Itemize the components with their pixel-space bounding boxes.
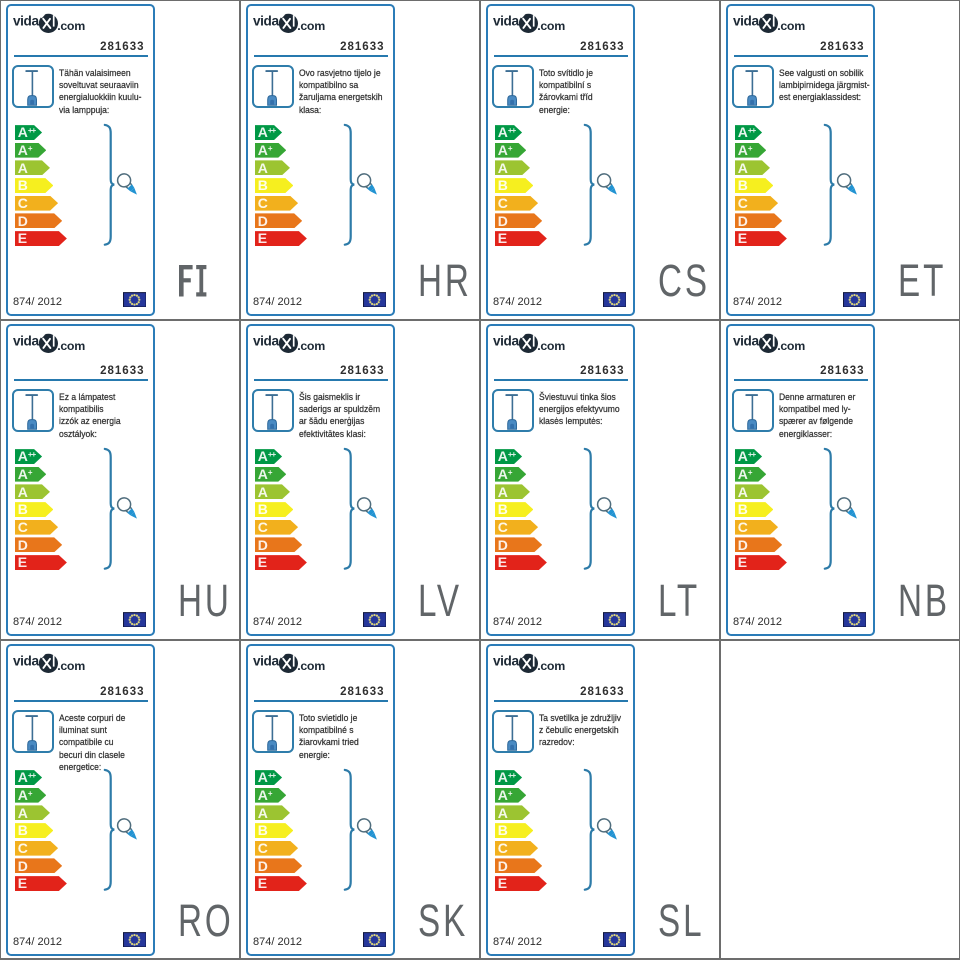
svg-text:.com: .com bbox=[537, 338, 565, 352]
svg-text:vida: vida bbox=[493, 653, 519, 668]
svg-text:.com: .com bbox=[57, 338, 85, 352]
svg-text:vida: vida bbox=[253, 333, 279, 348]
svg-text:.com: .com bbox=[57, 18, 85, 32]
svg-text:.com: .com bbox=[297, 338, 325, 352]
svg-text:vida: vida bbox=[13, 333, 39, 348]
svg-text:.com: .com bbox=[777, 18, 805, 32]
svg-text:.com: .com bbox=[297, 658, 325, 672]
svg-text:.com: .com bbox=[297, 18, 325, 32]
svg-text:vida: vida bbox=[493, 333, 519, 348]
svg-text:.com: .com bbox=[537, 658, 565, 672]
svg-text:vida: vida bbox=[733, 333, 759, 348]
svg-text:vida: vida bbox=[493, 13, 519, 28]
svg-text:vida: vida bbox=[13, 653, 39, 668]
svg-text:vida: vida bbox=[253, 653, 279, 668]
svg-text:.com: .com bbox=[537, 18, 565, 32]
svg-text:.com: .com bbox=[777, 338, 805, 352]
svg-text:vida: vida bbox=[13, 13, 39, 28]
svg-text:vida: vida bbox=[733, 13, 759, 28]
svg-text:vida: vida bbox=[253, 13, 279, 28]
svg-text:.com: .com bbox=[57, 658, 85, 672]
